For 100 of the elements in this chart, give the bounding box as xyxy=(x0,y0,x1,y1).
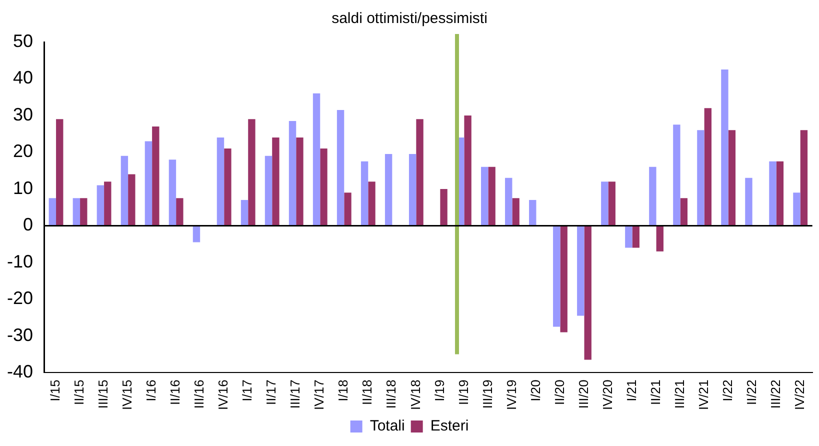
bar xyxy=(104,182,112,226)
bar xyxy=(577,226,584,316)
x-tick-label: II/18 xyxy=(360,380,375,405)
x-tick-label: III/19 xyxy=(480,380,495,409)
x-tick-label: I/16 xyxy=(144,380,159,402)
x-tick-label: IV/15 xyxy=(120,380,135,410)
bar xyxy=(649,166,656,226)
bar xyxy=(80,198,88,226)
bar xyxy=(176,198,184,226)
x-tick-label: I/20 xyxy=(528,380,543,402)
x-tick-label: III/18 xyxy=(384,380,399,409)
x-tick-label: III/17 xyxy=(288,380,303,409)
x-tick-label: I/18 xyxy=(336,380,351,402)
x-tick-label: IV/17 xyxy=(312,380,327,410)
bar xyxy=(248,119,256,226)
y-tick-label: -30 xyxy=(7,324,34,345)
bar xyxy=(632,226,640,248)
y-tick-label: 30 xyxy=(12,104,34,124)
x-tick-label: IV/22 xyxy=(792,380,807,410)
bar xyxy=(505,178,512,226)
y-tick-label: 20 xyxy=(12,141,34,162)
bar xyxy=(360,161,368,226)
bar xyxy=(216,138,224,226)
x-tick-label: II/22 xyxy=(744,380,759,405)
bar xyxy=(512,198,520,226)
bar xyxy=(296,138,304,226)
bar xyxy=(776,161,784,226)
bar xyxy=(272,138,280,226)
bar xyxy=(608,182,616,226)
x-tick-label: IV/21 xyxy=(696,380,711,410)
bar xyxy=(192,226,200,242)
bar xyxy=(408,154,416,226)
bar xyxy=(481,166,488,226)
y-tick-label: 0 xyxy=(23,214,34,235)
y-tick-label: 10 xyxy=(12,178,34,198)
y-tick-label: -10 xyxy=(7,251,34,272)
x-tick-label: II/19 xyxy=(456,380,471,405)
bar xyxy=(128,174,136,226)
x-tick-label: I/22 xyxy=(720,380,735,402)
bar xyxy=(584,226,592,360)
bar xyxy=(336,110,344,226)
bar xyxy=(680,198,688,226)
x-tick-label: III/16 xyxy=(192,380,207,409)
y-tick-label: -20 xyxy=(7,288,34,308)
legend-label: Totali xyxy=(370,418,405,435)
x-tick-label: IV/19 xyxy=(504,380,519,410)
x-tick-label: I/19 xyxy=(432,380,447,402)
x-tick-label: III/21 xyxy=(672,380,687,409)
bar xyxy=(464,115,472,226)
bar xyxy=(120,156,128,226)
bar xyxy=(320,148,328,226)
bar xyxy=(704,108,712,226)
bar xyxy=(800,130,808,226)
bar xyxy=(728,130,736,226)
bar xyxy=(72,198,80,226)
bar xyxy=(96,185,104,226)
bar xyxy=(48,198,56,226)
bar xyxy=(416,119,424,226)
bar xyxy=(224,148,232,226)
x-tick-label: II/21 xyxy=(648,380,663,405)
bar xyxy=(721,70,728,226)
bar xyxy=(288,120,296,226)
bar xyxy=(152,126,160,226)
bar xyxy=(673,124,680,226)
bar xyxy=(312,93,320,226)
x-tick-label: I/21 xyxy=(624,380,639,402)
x-tick-label: III/15 xyxy=(96,380,111,409)
bar xyxy=(553,226,560,327)
x-tick-label: IV/18 xyxy=(408,380,423,410)
bar xyxy=(529,200,536,226)
x-tick-label: II/17 xyxy=(264,380,279,405)
x-tick-label: II/16 xyxy=(168,380,183,405)
bar xyxy=(368,182,376,226)
bar xyxy=(656,226,664,252)
legend-label: Esteri xyxy=(430,418,469,435)
x-tick-label: III/20 xyxy=(576,380,591,409)
bar xyxy=(440,188,448,226)
bar xyxy=(168,160,176,226)
y-tick-label: -40 xyxy=(7,362,34,382)
y-tick-label: 50 xyxy=(12,30,34,51)
bar xyxy=(560,226,568,332)
x-tick-label: II/20 xyxy=(552,380,567,405)
x-tick-label: I/17 xyxy=(240,380,255,402)
bar xyxy=(769,161,776,226)
bar xyxy=(793,192,800,226)
x-tick-label: II/15 xyxy=(72,380,87,405)
y-tick-label: 40 xyxy=(12,68,34,88)
bar xyxy=(601,182,608,226)
bar xyxy=(384,154,392,226)
x-tick-label: IV/20 xyxy=(600,380,615,410)
chart-title: saldi ottimisti/pessimisti xyxy=(332,10,488,28)
bar xyxy=(144,141,152,226)
x-tick-label: IV/16 xyxy=(216,380,231,410)
bar xyxy=(56,119,64,226)
x-tick-label: III/22 xyxy=(768,380,783,409)
bar xyxy=(488,166,496,226)
bar xyxy=(697,130,704,226)
bar xyxy=(264,156,272,226)
bar xyxy=(625,226,632,248)
bar xyxy=(240,200,248,226)
